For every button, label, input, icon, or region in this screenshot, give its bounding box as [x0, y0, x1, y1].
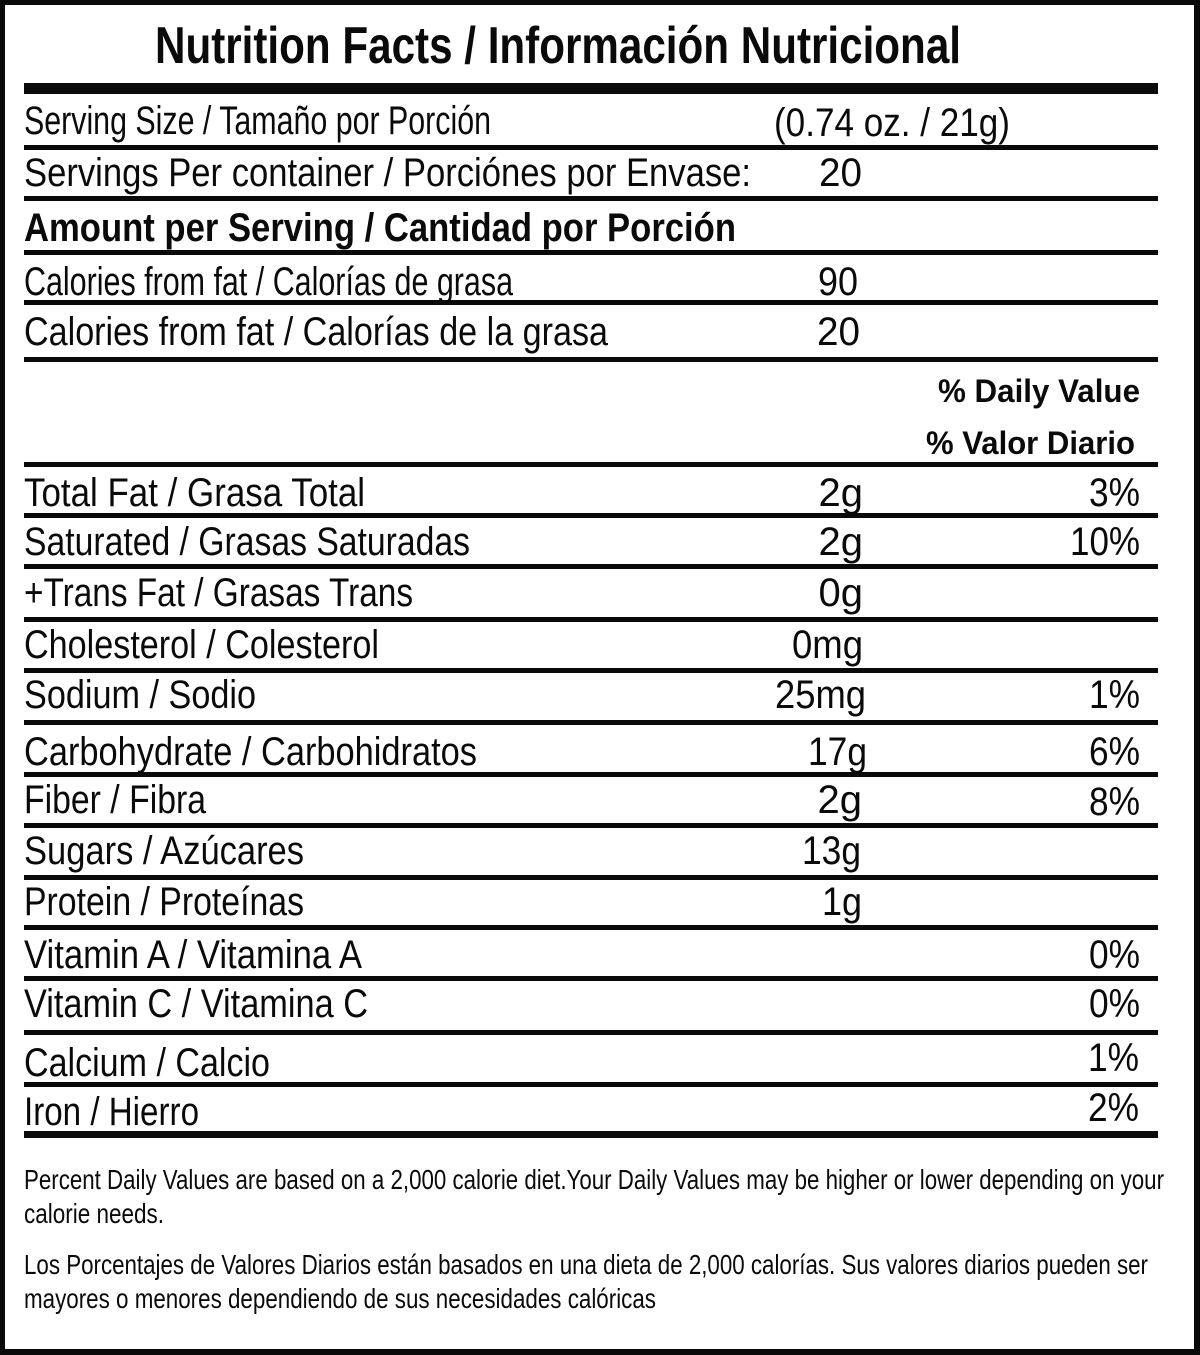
svg-text:mayores o menores dependiendo: mayores o menores dependiendo de sus nec…	[24, 1283, 656, 1314]
svg-text:90: 90	[818, 260, 858, 304]
svg-text:0%: 0%	[1089, 933, 1140, 977]
svg-text:10%: 10%	[1070, 520, 1140, 564]
svg-text:Los Porcentajes de Valores Dia: Los Porcentajes de Valores Diarios están…	[24, 1249, 1148, 1280]
svg-text:6%: 6%	[1089, 730, 1140, 774]
svg-text:Vitamin C / Vitamina C: Vitamin C / Vitamina C	[24, 982, 368, 1026]
svg-text:Sodium / Sodio: Sodium / Sodio	[24, 673, 256, 717]
svg-text:Calcium / Calcio: Calcium / Calcio	[24, 1041, 270, 1085]
svg-text:20: 20	[819, 151, 862, 195]
svg-text:1g: 1g	[822, 880, 862, 924]
svg-text:Calories from fat / Calorías d: Calories from fat / Calorías de grasa	[24, 260, 514, 304]
svg-text:Nutrition Facts / Información: Nutrition Facts / Información Nutriciona…	[155, 16, 961, 74]
svg-text:Calories from fat / Calorías d: Calories from fat / Calorías de la grasa	[24, 310, 609, 354]
svg-text:2g: 2g	[819, 520, 864, 564]
svg-text:Percent Daily Values are based: Percent Daily Values are based on a 2,00…	[24, 1164, 1164, 1195]
svg-text:2%: 2%	[1088, 1086, 1139, 1130]
svg-text:1%: 1%	[1088, 1036, 1139, 1080]
svg-text:Vitamin A / Vitamina A: Vitamin A / Vitamina A	[24, 933, 362, 977]
svg-text:Total Fat / Grasa Total: Total Fat / Grasa Total	[24, 471, 365, 515]
svg-text:13g: 13g	[802, 829, 861, 873]
svg-text:Serving Size / Tamaño por Porc: Serving Size / Tamaño por Porción	[24, 99, 491, 143]
svg-text:25mg: 25mg	[775, 673, 866, 717]
svg-text:20: 20	[817, 310, 860, 354]
svg-text:% Daily Value: % Daily Value	[938, 373, 1140, 409]
svg-text:8%: 8%	[1089, 780, 1140, 824]
svg-text:Protein / Proteínas: Protein / Proteínas	[24, 880, 304, 924]
svg-text:(0.74 oz. / 21g): (0.74 oz. / 21g)	[774, 101, 1010, 145]
svg-text:Sugars / Azúcares: Sugars / Azúcares	[24, 829, 304, 873]
svg-text:3%: 3%	[1089, 471, 1140, 515]
svg-text:Servings Per container / Porci: Servings Per container / Porciónes por E…	[24, 151, 751, 195]
svg-text:Saturated / Grasas Saturadas: Saturated / Grasas Saturadas	[24, 520, 470, 564]
svg-text:17g: 17g	[808, 730, 867, 774]
svg-text:Carbohydrate / Carbohidratos: Carbohydrate / Carbohidratos	[24, 730, 477, 774]
svg-text:+Trans Fat / Grasas Trans: +Trans Fat / Grasas Trans	[24, 571, 413, 615]
svg-text:Iron / Hierro: Iron / Hierro	[24, 1090, 199, 1134]
svg-text:0g: 0g	[819, 571, 864, 615]
svg-text:0%: 0%	[1089, 982, 1140, 1026]
svg-text:% Valor Diario: % Valor Diario	[926, 425, 1135, 461]
svg-text:Cholesterol / Colesterol: Cholesterol / Colesterol	[24, 623, 379, 667]
svg-text:calorie needs.: calorie needs.	[24, 1198, 164, 1229]
svg-text:2g: 2g	[818, 778, 863, 822]
svg-text:Fiber / Fibra: Fiber / Fibra	[24, 778, 207, 822]
svg-text:Amount per Serving / Cantidad: Amount per Serving / Cantidad por Porció…	[24, 206, 736, 250]
svg-text:1%: 1%	[1089, 673, 1140, 717]
svg-text:2g: 2g	[819, 471, 864, 515]
svg-text:0mg: 0mg	[792, 623, 863, 667]
